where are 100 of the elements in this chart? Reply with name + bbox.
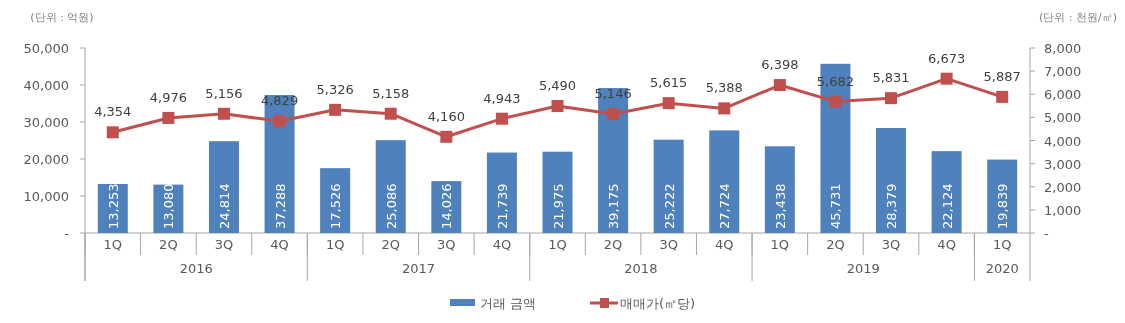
y-tick-label: - <box>64 226 70 241</box>
x-tick-label: 3Q <box>881 237 901 252</box>
bar <box>208 141 239 233</box>
point <box>607 108 620 120</box>
y2-tick-label: 4,000 <box>1044 133 1082 149</box>
data-label: 21,739 <box>494 183 510 229</box>
point <box>217 107 230 120</box>
x-tick-label: 1Q <box>103 237 123 252</box>
y2-tick-label: 2,000 <box>1044 179 1082 195</box>
data-label: 5,156 <box>205 85 243 101</box>
x-tick-label: 2Q <box>159 237 178 252</box>
data-label: 5,831 <box>872 70 910 86</box>
y-tick-label: 50,000 <box>23 41 69 56</box>
x-tick-label: 2Q <box>381 237 400 252</box>
point <box>718 102 731 115</box>
data-label: 6,673 <box>928 50 966 66</box>
x-tick-label: 1Q <box>992 237 1012 252</box>
bar <box>542 151 573 233</box>
data-label: 25,086 <box>383 183 399 229</box>
x-tick-label: 4Q <box>715 237 734 252</box>
y-axis-title: (단위 : 억원) <box>30 11 94 24</box>
data-label: 13,080 <box>161 183 177 229</box>
text: 2020 <box>985 261 1019 276</box>
data-label: 27,724 <box>717 183 733 229</box>
text: 2016 <box>179 261 213 276</box>
data-label: 22,124 <box>939 183 955 229</box>
bar <box>375 140 406 233</box>
point <box>440 130 453 143</box>
bar <box>876 128 907 233</box>
point <box>495 112 508 125</box>
x-tick-label: 2Q <box>826 237 845 252</box>
y2-axis-title: (단위 : 천원/㎡) <box>1039 11 1117 24</box>
y2-tick-label: 5,000 <box>1044 110 1082 126</box>
data-label: 17,526 <box>328 183 344 229</box>
y2-tick-label: 3,000 <box>1044 156 1082 172</box>
data-label: 45,731 <box>828 183 844 229</box>
bar <box>820 63 851 233</box>
point <box>829 95 842 108</box>
y-tick-label: 10,000 <box>23 189 69 204</box>
x-tick-label: 3Q <box>437 237 456 252</box>
data-label: 4,160 <box>427 108 465 124</box>
x-tick-label: 1Q <box>548 237 567 252</box>
point <box>940 72 953 85</box>
x-tick-label: 4Q <box>492 237 512 252</box>
data-label: 24,814 <box>216 183 232 229</box>
bar <box>764 146 795 233</box>
data-label: 37,288 <box>272 183 288 229</box>
x-tick-label: 4Q <box>937 237 956 252</box>
point <box>662 97 675 110</box>
y2-tick-label: 7,000 <box>1044 64 1082 80</box>
point <box>329 103 342 116</box>
y2-tick-label: - <box>1044 226 1049 241</box>
point <box>885 92 898 105</box>
text: 2017 <box>401 261 436 276</box>
data-label: 5,490 <box>538 78 577 94</box>
data-label: 23,438 <box>772 183 788 229</box>
data-label: 5,326 <box>316 81 354 97</box>
x-tick-label: 4Q <box>270 237 289 252</box>
bar <box>931 151 962 233</box>
y2-tick-label: 8,000 <box>1044 41 1082 56</box>
data-label: 5,388 <box>705 80 743 96</box>
bar <box>320 168 351 233</box>
point <box>996 90 1009 103</box>
data-label: 19,839 <box>995 183 1011 229</box>
legend-label: 매매가(㎡당) <box>620 296 696 311</box>
data-label: 4,976 <box>149 89 187 105</box>
x-tick-label: 1Q <box>770 237 790 252</box>
point <box>162 111 175 124</box>
data-label: 4,354 <box>94 104 132 120</box>
text: 2019 <box>846 261 880 276</box>
data-label: 13,253 <box>105 183 121 229</box>
y2-tick-label: 6,000 <box>1044 87 1082 103</box>
bar <box>486 152 517 233</box>
data-label: 5,887 <box>983 68 1021 84</box>
legend-label: 거래 금액 <box>480 296 537 311</box>
x-tick-label: 2Q <box>603 237 623 252</box>
point <box>273 115 286 128</box>
y-tick-label: 30,000 <box>23 115 69 130</box>
data-label: 39,175 <box>606 183 622 229</box>
x-tick-label: 3Q <box>659 237 678 252</box>
x-tick-label: 3Q <box>214 237 234 252</box>
y-tick-label: 20,000 <box>23 152 69 167</box>
data-label: 21,975 <box>550 183 566 229</box>
point <box>384 107 397 120</box>
data-label: 5,158 <box>372 85 410 101</box>
bar <box>653 139 684 233</box>
y-tick-label: 40,000 <box>23 78 69 93</box>
data-label: 4,943 <box>483 90 521 106</box>
point <box>773 79 786 92</box>
text: 2018 <box>624 261 658 276</box>
y2-tick-label: 1,000 <box>1044 202 1082 218</box>
data-label: 5,615 <box>650 75 688 91</box>
data-label: 6,398 <box>761 57 799 73</box>
data-label: 14,026 <box>439 183 455 229</box>
bar <box>709 130 740 233</box>
data-label: 28,379 <box>884 183 900 229</box>
point <box>106 126 119 139</box>
data-label: 25,222 <box>661 183 677 229</box>
x-tick-label: 1Q <box>325 237 345 252</box>
point <box>551 100 564 113</box>
